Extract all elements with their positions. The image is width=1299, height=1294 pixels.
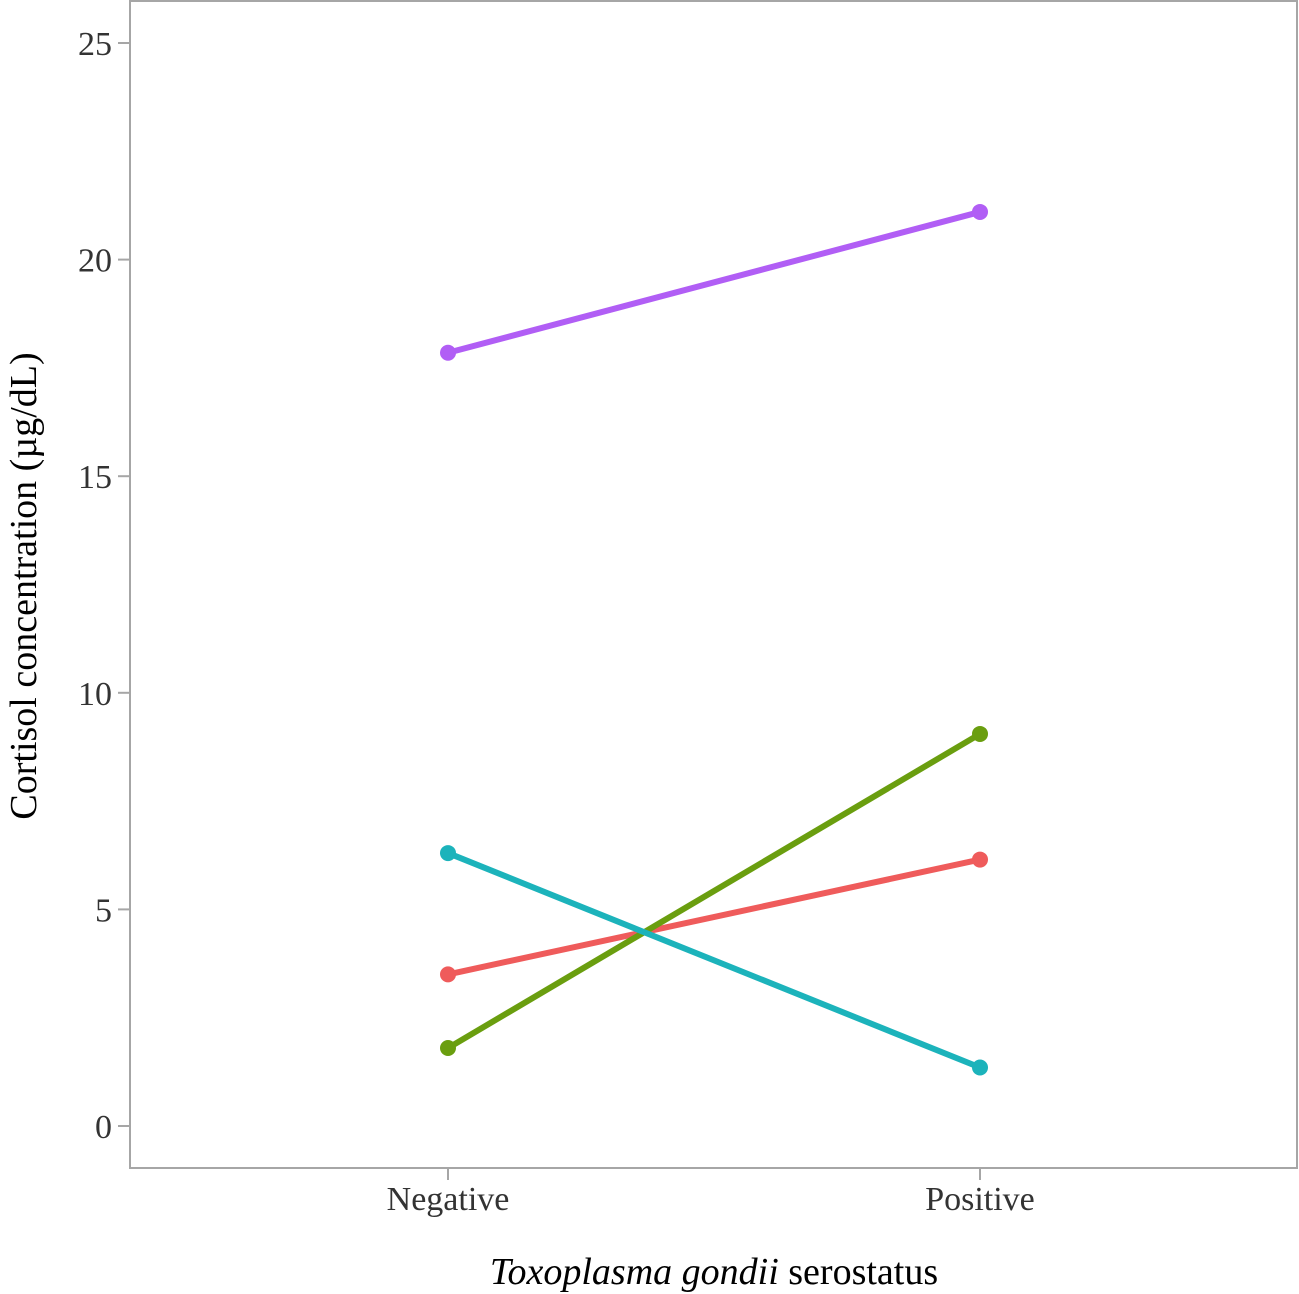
data-point	[972, 851, 988, 868]
x-axis-title-space	[779, 1251, 789, 1293]
x-axis-title-italic: Toxoplasma gondii	[490, 1251, 779, 1293]
data-point	[440, 344, 456, 361]
series-line	[445, 730, 983, 1052]
series-group-red	[440, 851, 988, 983]
data-point	[440, 1040, 456, 1057]
series-line	[445, 850, 983, 1071]
y-axis: 0 5 10 15 20 25	[78, 26, 130, 1146]
series-group-teal	[440, 845, 988, 1076]
series-group-green	[440, 725, 988, 1057]
y-tick-label: 15	[78, 459, 112, 496]
x-tick-label-positive: Positive	[925, 1181, 1035, 1218]
data-point	[972, 725, 988, 742]
data-point	[972, 203, 988, 220]
data-point	[440, 966, 456, 983]
data-point	[972, 1059, 988, 1076]
y-tick-label: 20	[78, 243, 112, 280]
y-axis-title: Cortisol concentration (µg/dL)	[3, 352, 45, 819]
series-group-purple	[440, 203, 988, 361]
x-tick-label-negative: Negative	[387, 1181, 510, 1218]
y-tick-label: 5	[95, 892, 112, 929]
y-tick-label: 25	[78, 26, 112, 63]
x-axis: Negative Positive	[387, 1168, 1035, 1218]
series-line	[445, 208, 983, 356]
x-axis-title: Toxoplasma gondii serostatus	[490, 1251, 938, 1293]
y-tick-label: 10	[78, 676, 112, 713]
y-tick-label: 0	[95, 1109, 112, 1146]
series-layer	[440, 203, 988, 1076]
series-line	[445, 856, 983, 978]
plot-panel-border	[129, 0, 1298, 1169]
x-axis-title-rest: serostatus	[788, 1251, 938, 1293]
data-point	[440, 845, 456, 862]
